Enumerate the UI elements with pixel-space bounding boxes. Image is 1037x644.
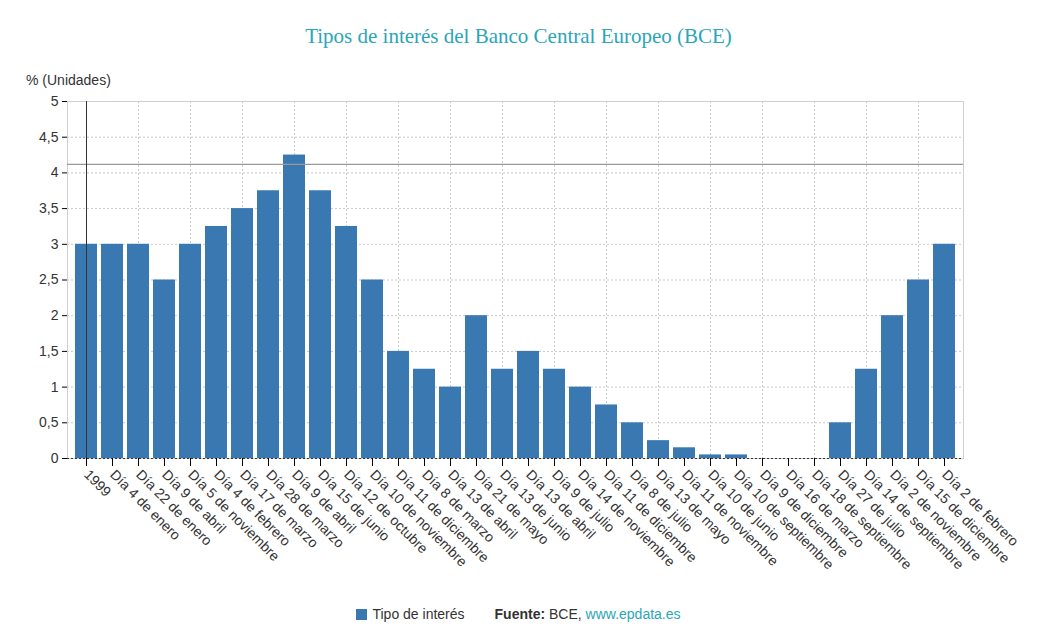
html-text:% (Unidades): % (Unidades) — [26, 72, 111, 88]
svg-text:4: 4 — [51, 164, 59, 180]
svg-text:Día 10 de septiembre: Día 10 de septiembre — [731, 466, 838, 573]
svg-text:0,5: 0,5 — [39, 414, 59, 430]
svg-text:2,5: 2,5 — [39, 271, 59, 287]
svg-text:Día 9 de diciembre: Día 9 de diciembre — [757, 466, 852, 561]
svg-text:Día 13 de junio: Día 13 de junio — [497, 466, 576, 545]
svg-text:Día 22 de enero: Día 22 de enero — [133, 466, 216, 549]
svg-text:Día 11 de diciembre: Día 11 de diciembre — [393, 466, 493, 566]
html-text:Tipo de interés: Tipo de interés — [372, 606, 465, 622]
svg-text:1999: 1999 — [81, 466, 114, 499]
svg-text:Día 21 de mayo: Día 21 de mayo — [471, 466, 553, 548]
svg-text:Día 9 de abril: Día 9 de abril — [289, 466, 360, 537]
svg-text:Día 27 de julio: Día 27 de julio — [835, 466, 910, 541]
svg-text:Día 17 de marzo: Día 17 de marzo — [237, 466, 322, 551]
svg-text:Día 15 de junio: Día 15 de junio — [315, 466, 394, 545]
svg-text:Día 5 de noviembre: Día 5 de noviembre — [185, 466, 283, 564]
svg-text:Día 13 de abril: Día 13 de abril — [445, 466, 521, 542]
html-text:Fuente: BCE, www.epdata.es: Fuente: BCE, www.epdata.es — [494, 606, 681, 622]
svg-text:Día 2 de febrero: Día 2 de febrero — [939, 466, 1022, 549]
svg-text:Día 4 de enero: Día 4 de enero — [107, 466, 184, 544]
svg-text:0: 0 — [51, 450, 59, 466]
svg-text:Día 13 de abril: Día 13 de abril — [523, 466, 599, 542]
svg-text:Día 10 de noviembre: Día 10 de noviembre — [367, 466, 471, 570]
svg-text:1,5: 1,5 — [39, 343, 59, 359]
svg-text:4,5: 4,5 — [39, 129, 59, 145]
svg-text:Día 4 de febrero: Día 4 de febrero — [211, 466, 295, 550]
svg-text:Día 8 de marzo: Día 8 de marzo — [419, 466, 499, 546]
svg-text:Día 10 de junio: Día 10 de junio — [705, 466, 784, 545]
svg-text:5: 5 — [51, 93, 59, 109]
svg-text:Día 13 de mayo: Día 13 de mayo — [653, 466, 735, 548]
svg-text:Día 18 de septiembre: Día 18 de septiembre — [809, 466, 916, 573]
html-text:Tipos de interés del Banco Cen: Tipos de interés del Banco Central Europ… — [305, 24, 732, 48]
svg-text:Día 11 de noviembre: Día 11 de noviembre — [679, 466, 782, 569]
svg-text:Día 15 de diciembre: Día 15 de diciembre — [913, 466, 1014, 567]
svg-text:Día 9 de julio: Día 9 de julio — [549, 466, 619, 536]
svg-text:Día 8 de julio: Día 8 de julio — [627, 466, 697, 536]
svg-text:Día 16 de marzo: Día 16 de marzo — [783, 466, 868, 551]
svg-text:Día 14 de septiembre: Día 14 de septiembre — [861, 466, 968, 573]
svg-text:Día 14 de noviembre: Día 14 de noviembre — [575, 466, 679, 570]
svg-text:Día 11 de diciembre: Día 11 de diciembre — [601, 466, 701, 566]
svg-text:Día 2 de noviembre: Día 2 de noviembre — [887, 466, 985, 564]
svg-text:3,5: 3,5 — [39, 200, 59, 216]
svg-text:3: 3 — [51, 236, 59, 252]
svg-text:2: 2 — [51, 307, 59, 323]
svg-text:Día 12 de octubre: Día 12 de octubre — [341, 466, 432, 557]
svg-text:Día 28 de marzo: Día 28 de marzo — [263, 466, 348, 551]
svg-text:Día 9 de abril: Día 9 de abril — [159, 466, 230, 537]
svg-text:1: 1 — [51, 379, 59, 395]
